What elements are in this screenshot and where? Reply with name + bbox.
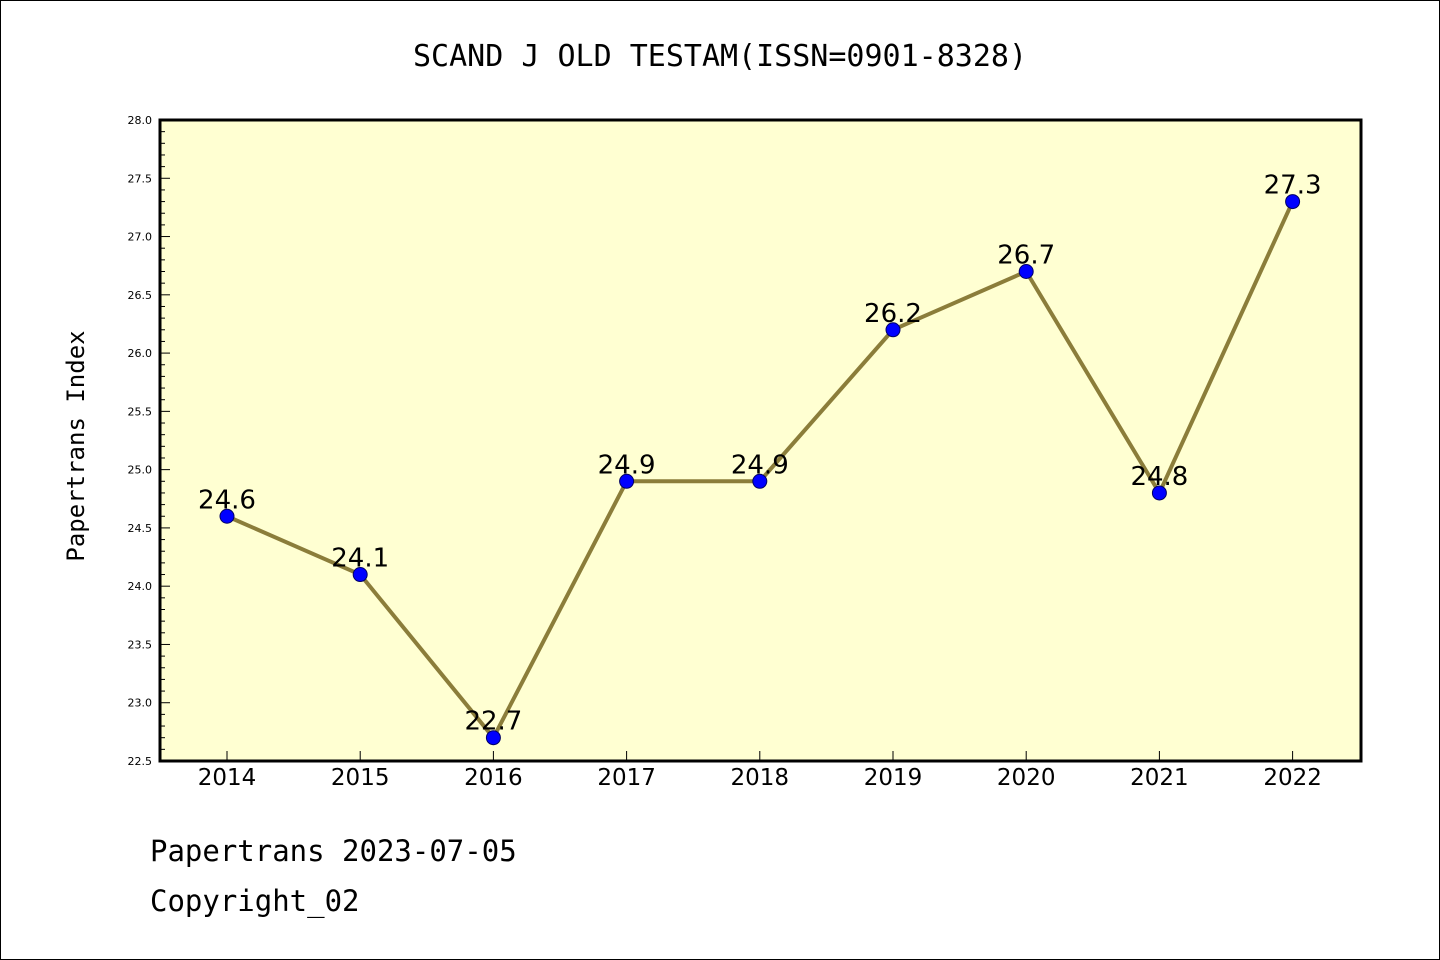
x-tick-label: 2018 [731, 765, 790, 791]
footer-copyright: Copyright_02 [150, 884, 360, 918]
x-tick-label: 2019 [864, 765, 923, 791]
data-label: 24.9 [731, 450, 789, 480]
x-tick-label: 2016 [464, 765, 523, 791]
x-tick-label: 2022 [1263, 765, 1322, 791]
data-point [485, 730, 501, 746]
data-point [219, 508, 235, 524]
y-tick-label: 24.0 [128, 580, 153, 593]
y-tick-label: 25.5 [128, 405, 153, 418]
data-label: 24.8 [1130, 462, 1188, 492]
y-tick-label: 26.0 [128, 347, 153, 360]
y-tick-label: 28.0 [128, 114, 153, 127]
y-tick-label: 22.5 [128, 755, 153, 768]
data-label: 27.3 [1264, 171, 1322, 201]
data-point [1151, 485, 1167, 501]
footer-source: Papertrans 2023-07-05 [150, 834, 517, 868]
data-label: 22.7 [464, 707, 522, 737]
data-point [1285, 194, 1301, 210]
y-tick-label: 24.5 [128, 522, 153, 535]
data-point [619, 473, 635, 489]
data-point [1018, 264, 1034, 280]
y-axis-label: Papertrans Index [62, 330, 90, 561]
y-tick-label: 27.0 [128, 231, 153, 244]
data-label: 26.7 [997, 241, 1055, 271]
x-tick-label: 2015 [331, 765, 390, 791]
data-label: 24.6 [198, 485, 256, 515]
chart-title: SCAND J OLD TESTAM(ISSN=0901-8328) [413, 39, 1027, 74]
x-tick-label: 2021 [1130, 765, 1189, 791]
data-point [752, 473, 768, 489]
y-tick-label: 23.5 [128, 638, 153, 651]
data-points [219, 194, 1301, 746]
data-point [352, 567, 368, 583]
data-label: 24.1 [331, 544, 389, 574]
data-labels: 24.6 24.1 22.7 24.9 24.9 26.2 26.7 24.8 27.3 [198, 171, 1321, 737]
data-label: 24.9 [598, 450, 656, 480]
y-tick-label: 25.0 [128, 464, 153, 477]
x-tick-label: 2020 [997, 765, 1056, 791]
y-tick-label: 26.5 [128, 289, 153, 302]
data-label: 26.2 [864, 299, 922, 329]
y-axis-ticks: 22.5 23.0 23.5 24.0 24.5 25.0 25.5 26.0 26.5 27.0… [128, 114, 170, 768]
y-tick-label: 23.0 [128, 697, 153, 710]
y-tick-label: 27.5 [128, 172, 153, 185]
x-tick-label: 2014 [198, 765, 257, 791]
x-tick-label: 2017 [597, 765, 656, 791]
plot-area [158, 118, 1363, 763]
data-point [885, 322, 901, 338]
x-axis-ticks: 2014 2015 2016 2017 2018 2019 2020 2021 2022 [198, 751, 1322, 791]
